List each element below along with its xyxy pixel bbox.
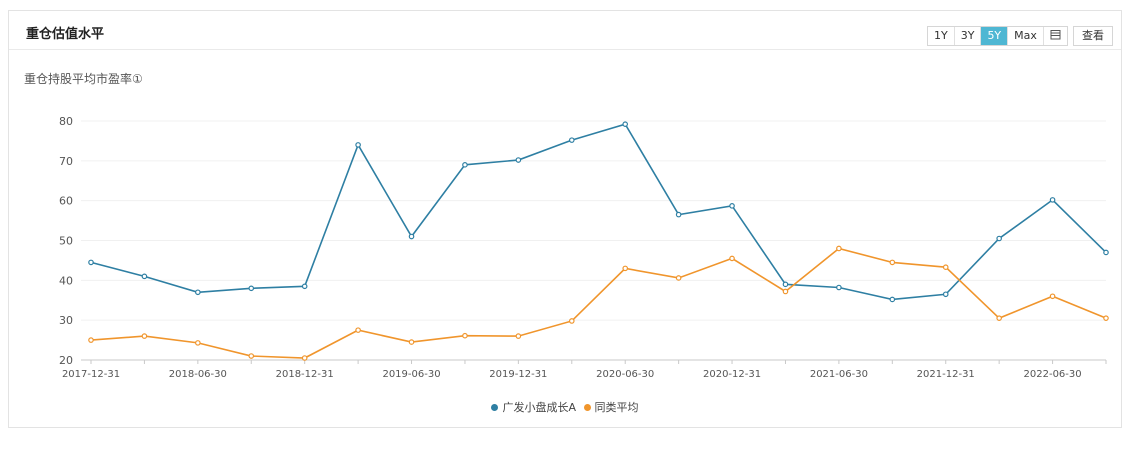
series-line-a	[90, 123, 1107, 301]
x-tick-label: 2019-12-31	[489, 369, 547, 380]
range-3y-button[interactable]: 3Y	[954, 27, 982, 45]
data-point-a	[301, 283, 308, 290]
data-point-a	[942, 291, 949, 298]
y-tick-label: 20	[59, 354, 73, 367]
data-point-b	[301, 355, 308, 361]
range-max-button[interactable]: Max	[1008, 27, 1044, 45]
data-point-a	[88, 259, 94, 266]
valuation-card: 重仓估值水平 1Y 3Y 5Y Max 查看 重仓持股平均市盈率① 20 30 40…	[8, 10, 1122, 428]
data-point-a	[568, 137, 575, 143]
range-selector: 1Y 3Y 5Y Max	[927, 26, 1068, 46]
x-tick-label: 2021-12-31	[917, 369, 975, 380]
data-point-b	[195, 340, 201, 346]
data-point-a	[729, 203, 735, 209]
legend-item-series-b[interactable]: 同类平均	[583, 399, 639, 415]
x-tick-label: 2017-12-31	[62, 369, 120, 380]
data-point-a	[1103, 249, 1109, 256]
data-point-b	[996, 315, 1002, 321]
card-header: 重仓估值水平 1Y 3Y 5Y Max 查看	[9, 11, 1121, 50]
data-point-b	[1049, 293, 1056, 300]
y-tick-label: 30	[59, 314, 73, 327]
x-tick-label: 2021-06-30	[810, 369, 868, 380]
x-tick-label: 2020-06-30	[596, 369, 654, 380]
data-point-b	[889, 259, 896, 266]
data-point-b	[568, 318, 575, 324]
data-point-a	[996, 235, 1002, 242]
data-point-a	[195, 289, 201, 296]
data-point-b	[622, 265, 629, 272]
data-point-a	[355, 142, 361, 148]
y-tick-label: 60	[59, 195, 73, 208]
data-point-a	[248, 285, 255, 292]
data-point-b	[462, 332, 468, 339]
x-tick-label: 2019-06-30	[382, 369, 440, 380]
legend-label-series-a: 广发小盘成长A	[502, 401, 577, 414]
data-point-a	[889, 296, 896, 303]
data-point-b	[942, 264, 949, 270]
data-point-a	[836, 284, 842, 291]
data-point-b	[1103, 315, 1109, 321]
data-point-b	[355, 327, 361, 333]
legend-item-series-a[interactable]: 广发小盘成长A	[491, 399, 576, 415]
y-tick-label: 40	[59, 274, 73, 287]
pe-line-chart: 20 30 40 50 60 70 80 2017-12-31 2018-06-30 2018-1…	[59, 115, 1109, 380]
chart-legend: 广发小盘成长A 同类平均	[9, 399, 1121, 415]
data-point-a	[1049, 197, 1056, 203]
legend-dot-series-b	[583, 403, 591, 411]
data-point-b	[675, 275, 682, 281]
data-point-a	[462, 162, 468, 168]
x-tick-label: 2018-06-30	[169, 369, 227, 380]
data-point-b	[248, 353, 255, 359]
chart-title: 重仓持股平均市盈率①	[24, 72, 143, 86]
data-point-a	[782, 281, 789, 288]
data-point-a	[675, 211, 682, 218]
range-1y-button[interactable]: 1Y	[928, 27, 955, 45]
y-tick-label: 50	[59, 235, 73, 248]
data-point-a	[408, 233, 415, 240]
y-tick-label: 70	[59, 155, 73, 168]
x-tick-label: 2022-06-30	[1024, 369, 1082, 380]
data-point-b	[141, 333, 148, 339]
data-point-a	[515, 157, 522, 163]
card-title: 重仓估值水平	[26, 27, 105, 42]
data-point-b	[836, 245, 842, 252]
legend-dot-series-a	[491, 403, 499, 411]
x-tick-label: 2020-12-31	[703, 369, 761, 380]
calendar-icon[interactable]	[1043, 27, 1067, 45]
x-tick-label: 2018-12-31	[276, 369, 334, 380]
data-point-b	[782, 288, 789, 295]
y-tick-label: 80	[59, 115, 73, 128]
data-point-b	[729, 255, 735, 262]
legend-label-series-b: 同类平均	[594, 401, 639, 414]
data-point-b	[408, 339, 415, 345]
data-point-b	[88, 337, 94, 343]
data-point-b	[515, 333, 522, 339]
view-button[interactable]: 查看	[1073, 26, 1113, 46]
range-5y-button[interactable]: 5Y	[981, 27, 1009, 45]
data-point-a	[622, 121, 629, 127]
data-point-a	[141, 273, 148, 280]
series-line-b	[90, 247, 1107, 359]
